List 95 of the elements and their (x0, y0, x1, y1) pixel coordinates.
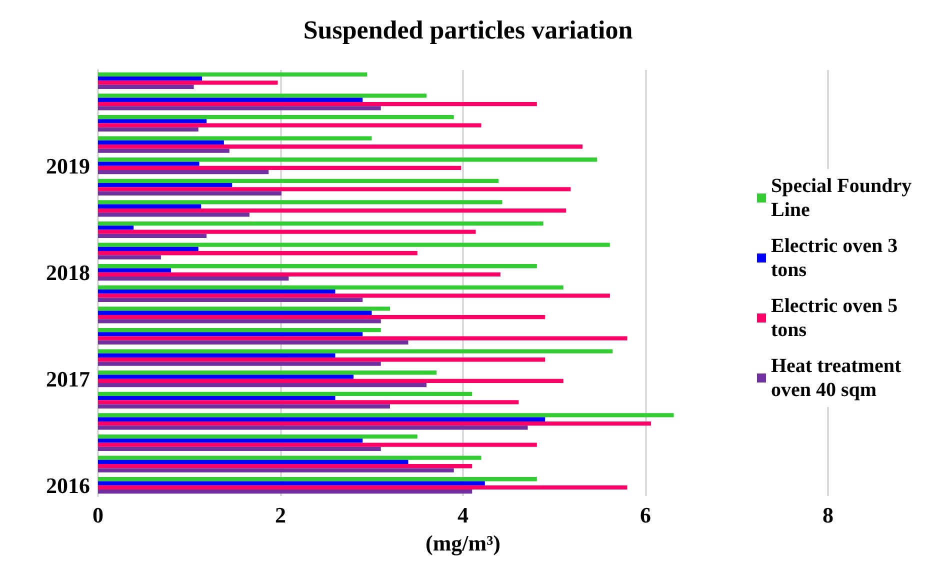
bar (98, 158, 598, 162)
bar (98, 212, 250, 217)
legend-label: Heat treatment oven 40 sqm (771, 355, 906, 401)
bar (98, 208, 566, 213)
bar (98, 328, 381, 332)
bar (98, 264, 537, 268)
bar (98, 148, 230, 153)
x-tick-label: 0 (92, 502, 104, 528)
bar (98, 404, 390, 408)
bar (98, 413, 674, 418)
bar (98, 310, 372, 315)
x-tick-label: 2 (275, 502, 286, 528)
bar (98, 400, 519, 404)
bar (98, 294, 610, 298)
legend-label: Electric oven 5 tons (771, 295, 903, 341)
x-tick-label: 6 (640, 502, 651, 528)
bar (98, 94, 426, 98)
y-tick-label: 2016 (46, 472, 90, 498)
bar (98, 140, 224, 145)
bar (98, 272, 500, 277)
bar (98, 276, 289, 281)
bar (98, 490, 472, 494)
bar (98, 378, 564, 384)
bar (98, 144, 583, 149)
bar (98, 123, 482, 128)
bar (98, 114, 454, 120)
bar (98, 268, 171, 272)
bar (98, 438, 363, 443)
bar (98, 426, 528, 430)
bar (98, 383, 426, 388)
y-tick-label: 2018 (46, 260, 90, 285)
bar (98, 84, 194, 89)
bar (98, 136, 372, 140)
bar (98, 170, 269, 174)
bar (98, 106, 381, 110)
bar (98, 370, 437, 375)
bar (98, 298, 363, 302)
bar (98, 353, 336, 358)
bar (98, 477, 537, 482)
bar (98, 98, 363, 102)
bar (98, 119, 207, 124)
bar (98, 246, 198, 252)
bar (98, 434, 418, 439)
bar (98, 200, 502, 204)
bar (98, 204, 202, 208)
bar (98, 221, 544, 226)
bar (98, 314, 546, 320)
bar (98, 374, 354, 379)
bar (98, 446, 381, 452)
bar (98, 191, 282, 196)
bar (98, 289, 336, 294)
y-tick-label: 2017 (46, 366, 90, 392)
bar (98, 162, 200, 166)
bar (98, 166, 462, 170)
bar (98, 417, 546, 422)
bar (98, 464, 472, 468)
bar (98, 102, 537, 106)
bar (98, 182, 232, 188)
bar (98, 306, 390, 311)
bar (98, 230, 476, 234)
bar (98, 251, 418, 256)
bar (98, 242, 610, 247)
x-tick-label: 8 (822, 502, 834, 528)
bar (98, 481, 485, 486)
bar (98, 336, 628, 340)
bar (98, 285, 564, 290)
bar (98, 255, 161, 260)
bar (98, 460, 408, 464)
chart-title: Suspended particles variation (303, 16, 634, 44)
bar (98, 226, 134, 230)
bar (98, 340, 408, 345)
bar (98, 358, 546, 362)
y-tick-label: 2019 (46, 153, 90, 178)
bar (98, 421, 651, 426)
bar (98, 76, 202, 81)
legend-label: Special Foundry Line (771, 175, 917, 221)
bar (98, 349, 613, 354)
x-axis-title: (mg/m³) (425, 530, 501, 556)
bar (98, 396, 336, 400)
bar (98, 362, 381, 366)
bar (98, 234, 207, 238)
bar (98, 392, 472, 396)
bar (98, 178, 499, 183)
bar (98, 187, 571, 192)
bar (98, 80, 278, 85)
bar (98, 332, 363, 336)
bar (98, 127, 198, 132)
x-tick-label: 4 (458, 502, 468, 528)
bar (98, 485, 628, 490)
bar (98, 72, 368, 76)
legend-label: Electric oven 3 tons (771, 235, 903, 281)
bar (98, 456, 482, 460)
bar (98, 319, 381, 324)
bar (98, 442, 537, 447)
bar (98, 468, 454, 472)
